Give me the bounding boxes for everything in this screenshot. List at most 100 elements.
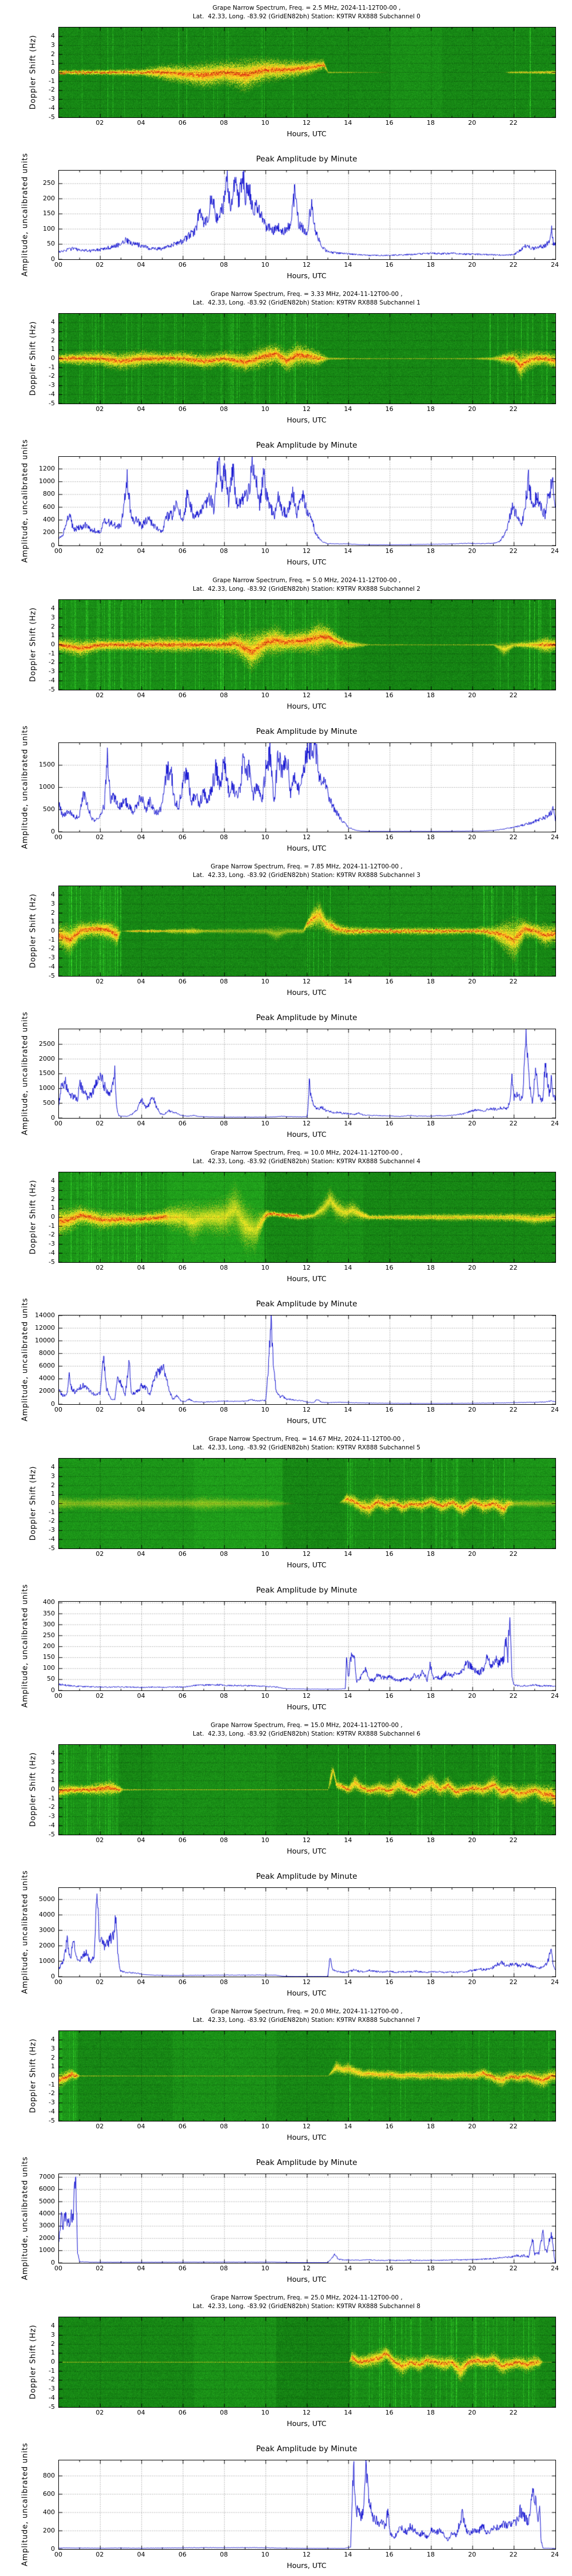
x-tick-label: 02 bbox=[96, 2409, 104, 2416]
x-tick-label: 04 bbox=[137, 405, 145, 413]
x-tick-label: 12 bbox=[303, 1406, 311, 1413]
y-tick-label: -5 bbox=[49, 2403, 55, 2411]
x-tick-label: 12 bbox=[303, 1550, 311, 1558]
x-tick-label: 18 bbox=[427, 1692, 435, 1700]
y-tick-label: -2 bbox=[49, 1803, 55, 1811]
x-tick-label: 06 bbox=[178, 2265, 186, 2272]
x-tick-label: 04 bbox=[137, 2265, 145, 2272]
x-tick-label: 18 bbox=[427, 1550, 435, 1558]
y-tick-label: -1 bbox=[49, 2366, 55, 2374]
x-tick-label: 14 bbox=[344, 547, 352, 555]
x-tick-label: 08 bbox=[220, 1264, 228, 1271]
x-tick-label: 08 bbox=[220, 119, 228, 127]
y-tick-label: 10000 bbox=[35, 1336, 55, 1344]
x-tick-label: 12 bbox=[303, 119, 311, 127]
y-tick-label: -5 bbox=[49, 971, 55, 979]
x-tick-label: 24 bbox=[551, 547, 559, 555]
x-tick-label: 12 bbox=[303, 547, 311, 555]
y-tick-label: 4 bbox=[51, 2036, 55, 2044]
x-tick-label: 04 bbox=[137, 547, 145, 555]
x-tick-label: 20 bbox=[468, 2551, 476, 2558]
x-tick-label: 04 bbox=[137, 692, 145, 699]
x-tick-label: 00 bbox=[54, 2551, 62, 2558]
x-tick-label: 06 bbox=[178, 2123, 186, 2130]
x-tick-label: 04 bbox=[137, 119, 145, 127]
x-tick-label: 16 bbox=[385, 833, 394, 841]
x-tick-label: 10 bbox=[261, 1264, 269, 1271]
x-tick-label: 08 bbox=[220, 2409, 228, 2416]
x-tick-label: 22 bbox=[509, 2123, 518, 2130]
y-tick-label: -1 bbox=[49, 1508, 55, 1516]
x-tick-label: 24 bbox=[551, 1978, 559, 1986]
y-tick-label: 1 bbox=[51, 1490, 55, 1498]
x-tick-label: 16 bbox=[385, 119, 394, 127]
y-tick-label: 4 bbox=[51, 2322, 55, 2330]
spectrogram-xaxis-title: Hours, UTC bbox=[287, 702, 327, 710]
x-tick-label: 22 bbox=[509, 547, 518, 555]
x-tick-label: 16 bbox=[385, 692, 394, 699]
x-tick-label: 18 bbox=[427, 1264, 435, 1271]
x-tick-label: 14 bbox=[344, 833, 352, 841]
y-tick-label: 0 bbox=[51, 1113, 55, 1121]
x-tick-label: 20 bbox=[468, 2409, 476, 2416]
y-tick-label: -3 bbox=[49, 1812, 55, 1820]
x-tick-label: 18 bbox=[427, 2265, 435, 2272]
x-tick-label: 10 bbox=[261, 2265, 269, 2272]
x-tick-label: 14 bbox=[344, 261, 352, 268]
x-tick-label: 08 bbox=[220, 2265, 228, 2272]
amplitude-chart-title: Peak Amplitude by Minute bbox=[256, 1013, 357, 1022]
x-tick-label: 14 bbox=[344, 119, 352, 127]
x-tick-label: 20 bbox=[468, 1120, 476, 1127]
spectrogram-subtitle: Lat. 42.33, Long. -83.92 (GridEN82bh) St… bbox=[192, 1158, 420, 1165]
y-tick-label: -1 bbox=[49, 1222, 55, 1230]
spectrogram-xaxis-title: Hours, UTC bbox=[287, 129, 327, 138]
y-tick-label: 3000 bbox=[39, 1926, 55, 1934]
y-tick-label: 200 bbox=[43, 2526, 55, 2534]
y-tick-label: 400 bbox=[43, 2508, 55, 2516]
x-tick-label: 06 bbox=[178, 547, 186, 555]
y-tick-label: 3 bbox=[51, 1758, 55, 1766]
y-tick-label: 1 bbox=[51, 631, 55, 639]
y-tick-label: 0 bbox=[51, 1972, 55, 1980]
subchannel-block: Grape Narrow Spectrum, Freq. = 10.0 MHz,… bbox=[0, 1145, 572, 1431]
x-tick-label: 08 bbox=[220, 1692, 228, 1700]
y-tick-label: -3 bbox=[49, 954, 55, 962]
y-tick-label: -4 bbox=[49, 962, 55, 970]
x-tick-label: 16 bbox=[385, 261, 394, 268]
y-tick-label: -5 bbox=[49, 399, 55, 407]
y-tick-label: 6000 bbox=[39, 1362, 55, 1370]
y-tick-label: 4 bbox=[51, 1463, 55, 1471]
x-tick-label: 20 bbox=[468, 1692, 476, 1700]
spectrogram-title: Grape Narrow Spectrum, Freq. = 2.5 MHz, … bbox=[212, 5, 401, 11]
x-tick-label: 16 bbox=[385, 1692, 394, 1700]
amplitude-xaxis-title: Hours, UTC bbox=[287, 1416, 327, 1425]
x-tick-label: 02 bbox=[96, 2265, 104, 2272]
y-tick-label: -3 bbox=[49, 2099, 55, 2107]
y-tick-label: -3 bbox=[49, 2385, 55, 2393]
x-tick-label: 16 bbox=[385, 2551, 394, 2558]
x-tick-label: 08 bbox=[220, 1550, 228, 1558]
x-tick-label: 10 bbox=[261, 1550, 269, 1558]
y-tick-label: -3 bbox=[49, 667, 55, 675]
x-tick-label: 10 bbox=[261, 547, 269, 555]
x-tick-label: 12 bbox=[303, 1836, 311, 1844]
x-tick-label: 04 bbox=[137, 1836, 145, 1844]
x-tick-label: 08 bbox=[220, 833, 228, 841]
x-tick-label: 14 bbox=[344, 2123, 352, 2130]
spectrogram-heatmap bbox=[58, 1458, 556, 1549]
spectrogram-heatmap bbox=[58, 1172, 556, 1263]
y-tick-label: -5 bbox=[49, 1258, 55, 1266]
x-tick-label: 22 bbox=[509, 2551, 518, 2558]
amplitude-line-chart bbox=[58, 742, 556, 832]
x-tick-label: 04 bbox=[137, 2551, 145, 2558]
amplitude-xaxis-title: Hours, UTC bbox=[287, 2275, 327, 2283]
y-tick-label: -4 bbox=[49, 2107, 55, 2115]
y-tick-label: -2 bbox=[49, 945, 55, 953]
x-tick-label: 12 bbox=[303, 2123, 311, 2130]
y-tick-label: -4 bbox=[49, 676, 55, 684]
x-tick-label: 12 bbox=[303, 2551, 311, 2558]
y-tick-label: 7000 bbox=[39, 2172, 55, 2180]
x-tick-label: 22 bbox=[509, 261, 518, 268]
x-tick-label: 16 bbox=[385, 405, 394, 413]
y-tick-label: 600 bbox=[43, 503, 55, 511]
